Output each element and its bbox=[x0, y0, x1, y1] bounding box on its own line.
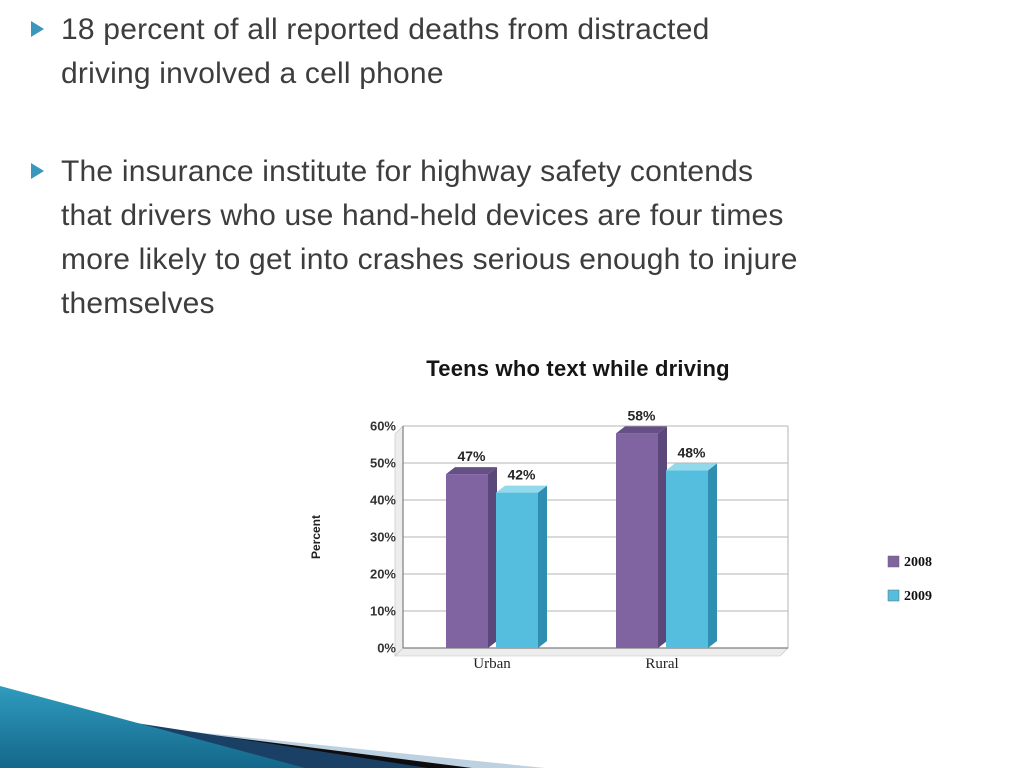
y-tick-label: 20% bbox=[370, 567, 396, 582]
bar-2009-Urban bbox=[496, 492, 538, 648]
swoosh-teal-layer bbox=[0, 686, 305, 768]
y-tick-label: 10% bbox=[370, 604, 396, 619]
y-axis-title: Percent bbox=[309, 515, 323, 559]
bullet-arrow-icon bbox=[31, 163, 44, 179]
bar-value-label: 47% bbox=[457, 448, 486, 464]
bar-top-2008-Urban bbox=[446, 467, 497, 475]
bar-2008-Rural bbox=[616, 433, 658, 648]
bullet-item-1: 18 percent of all reported deaths from d… bbox=[28, 8, 828, 96]
bar-2009-Rural bbox=[666, 470, 708, 648]
chart-title: Teens who text while driving bbox=[426, 356, 730, 381]
bullet-text-1: 18 percent of all reported deaths from d… bbox=[61, 13, 710, 91]
y-tick-label: 40% bbox=[370, 493, 396, 508]
chart-canvas: 0% 10% 20% 30% 40% 50% 60% 47% 42% Urban 58% 48% Rur… bbox=[309, 407, 932, 672]
bullet-arrow-icon bbox=[31, 21, 44, 37]
legend-label-2008: 2008 bbox=[904, 555, 932, 570]
wall-left bbox=[394, 425, 404, 657]
bar-side-2008-Urban bbox=[488, 467, 497, 648]
bar-value-label: 42% bbox=[507, 467, 536, 483]
bar-side-2009-Urban bbox=[538, 485, 547, 648]
bar-2008-Urban bbox=[446, 474, 488, 648]
bar-top-2009-Urban bbox=[496, 485, 547, 493]
corner-decoration bbox=[0, 686, 545, 768]
legend-swatch-2009 bbox=[887, 589, 900, 602]
legend-swatch-2008 bbox=[887, 555, 900, 568]
bar-value-label: 58% bbox=[627, 407, 656, 423]
x-category-label: Rural bbox=[645, 656, 678, 672]
floor bbox=[394, 647, 789, 657]
y-tick-label: 60% bbox=[370, 419, 396, 434]
y-tick-label: 30% bbox=[370, 530, 396, 545]
bar-value-label: 48% bbox=[677, 444, 706, 460]
legend-label-2009: 2009 bbox=[904, 589, 932, 604]
y-tick-label: 0% bbox=[377, 641, 396, 656]
bar-top-2008-Rural bbox=[616, 426, 667, 434]
bar-side-2008-Rural bbox=[658, 426, 667, 648]
bar-side-2009-Rural bbox=[708, 463, 717, 648]
embedded-chart: Teens who text while driving 0% 10% 20% 30%… bbox=[298, 356, 960, 704]
bullet-text-2: The insurance institute for highway safe… bbox=[61, 155, 798, 321]
x-category-label: Urban bbox=[473, 656, 511, 672]
bar-top-2009-Rural bbox=[666, 463, 717, 471]
y-tick-label: 50% bbox=[370, 456, 396, 471]
bullet-item-2: The insurance institute for highway safe… bbox=[28, 150, 828, 326]
